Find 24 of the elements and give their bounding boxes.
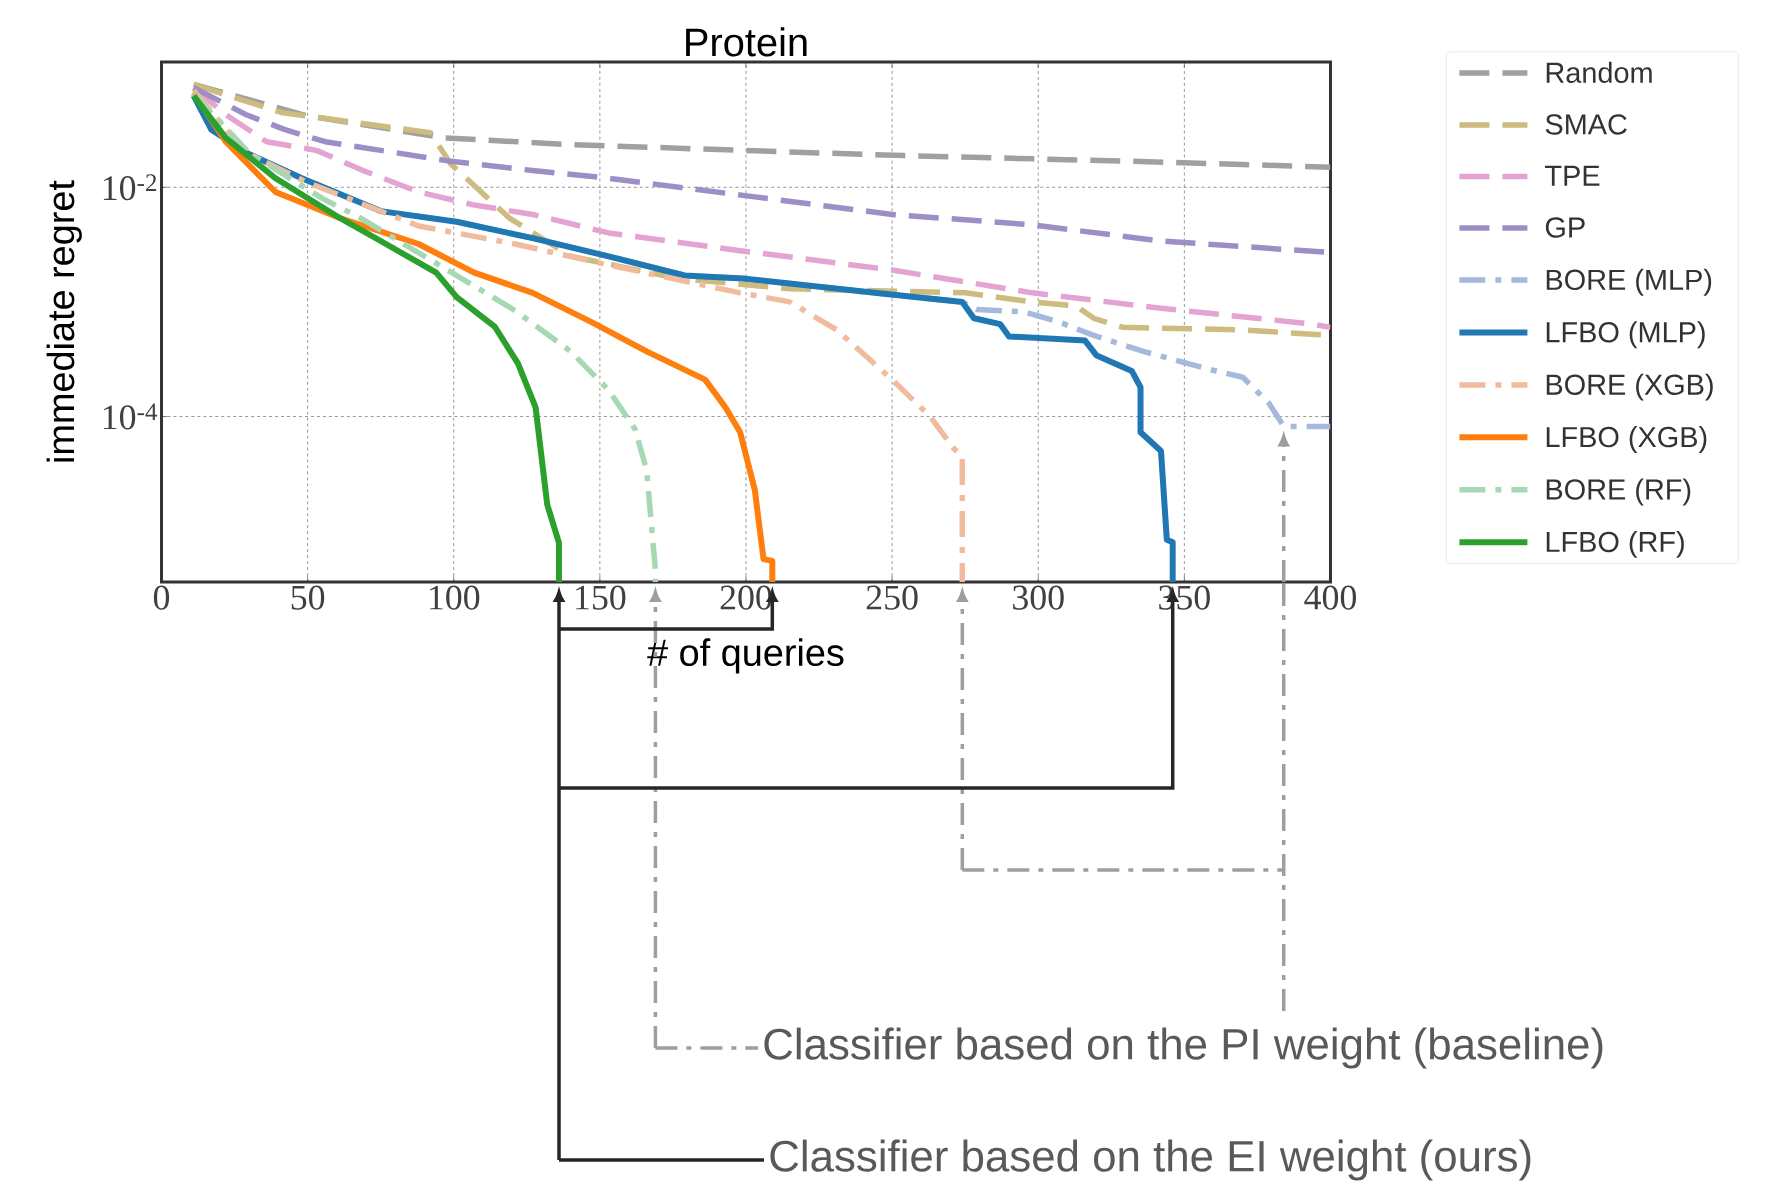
legend-label: LFBO (MLP) — [1546, 321, 1705, 349]
x-tick-label: 0 — [153, 585, 170, 610]
legend-label: TPE — [1545, 165, 1600, 186]
legend-label: SMAC — [1545, 114, 1627, 135]
legend-label: LFBO (XGB) — [1546, 426, 1707, 454]
x-tick-label: 400 — [1304, 585, 1357, 610]
legend-label: LFBO (RF) — [1546, 530, 1684, 558]
x-tick-label: 300 — [1013, 585, 1064, 610]
legend-label: BORE (XGB) — [1546, 373, 1713, 401]
text: Classifier based on the PI weight (baseline) — [764, 1027, 1603, 1069]
chart-title: Protein — [686, 27, 807, 57]
x-tick-label: 250 — [866, 585, 918, 610]
legend-label: GP — [1545, 217, 1585, 238]
legend-label: Random — [1546, 61, 1652, 83]
y-tick-label: 10$^{-2}$ — [103, 174, 157, 201]
x-tick-label: 200 — [720, 585, 772, 610]
text: Classifier based on the EI weight (ours) — [770, 1139, 1531, 1181]
legend-label: BORE (MLP) — [1546, 268, 1712, 296]
y-axis-title: immediate regret — [46, 180, 82, 462]
x-tick-label: 50 — [291, 585, 325, 610]
x-tick-label: 150 — [576, 585, 626, 610]
x-tick-label: 100 — [430, 585, 480, 610]
legend-label: BORE (RF) — [1546, 478, 1691, 506]
y-tick-label: 10$^{-4}$ — [103, 403, 158, 430]
